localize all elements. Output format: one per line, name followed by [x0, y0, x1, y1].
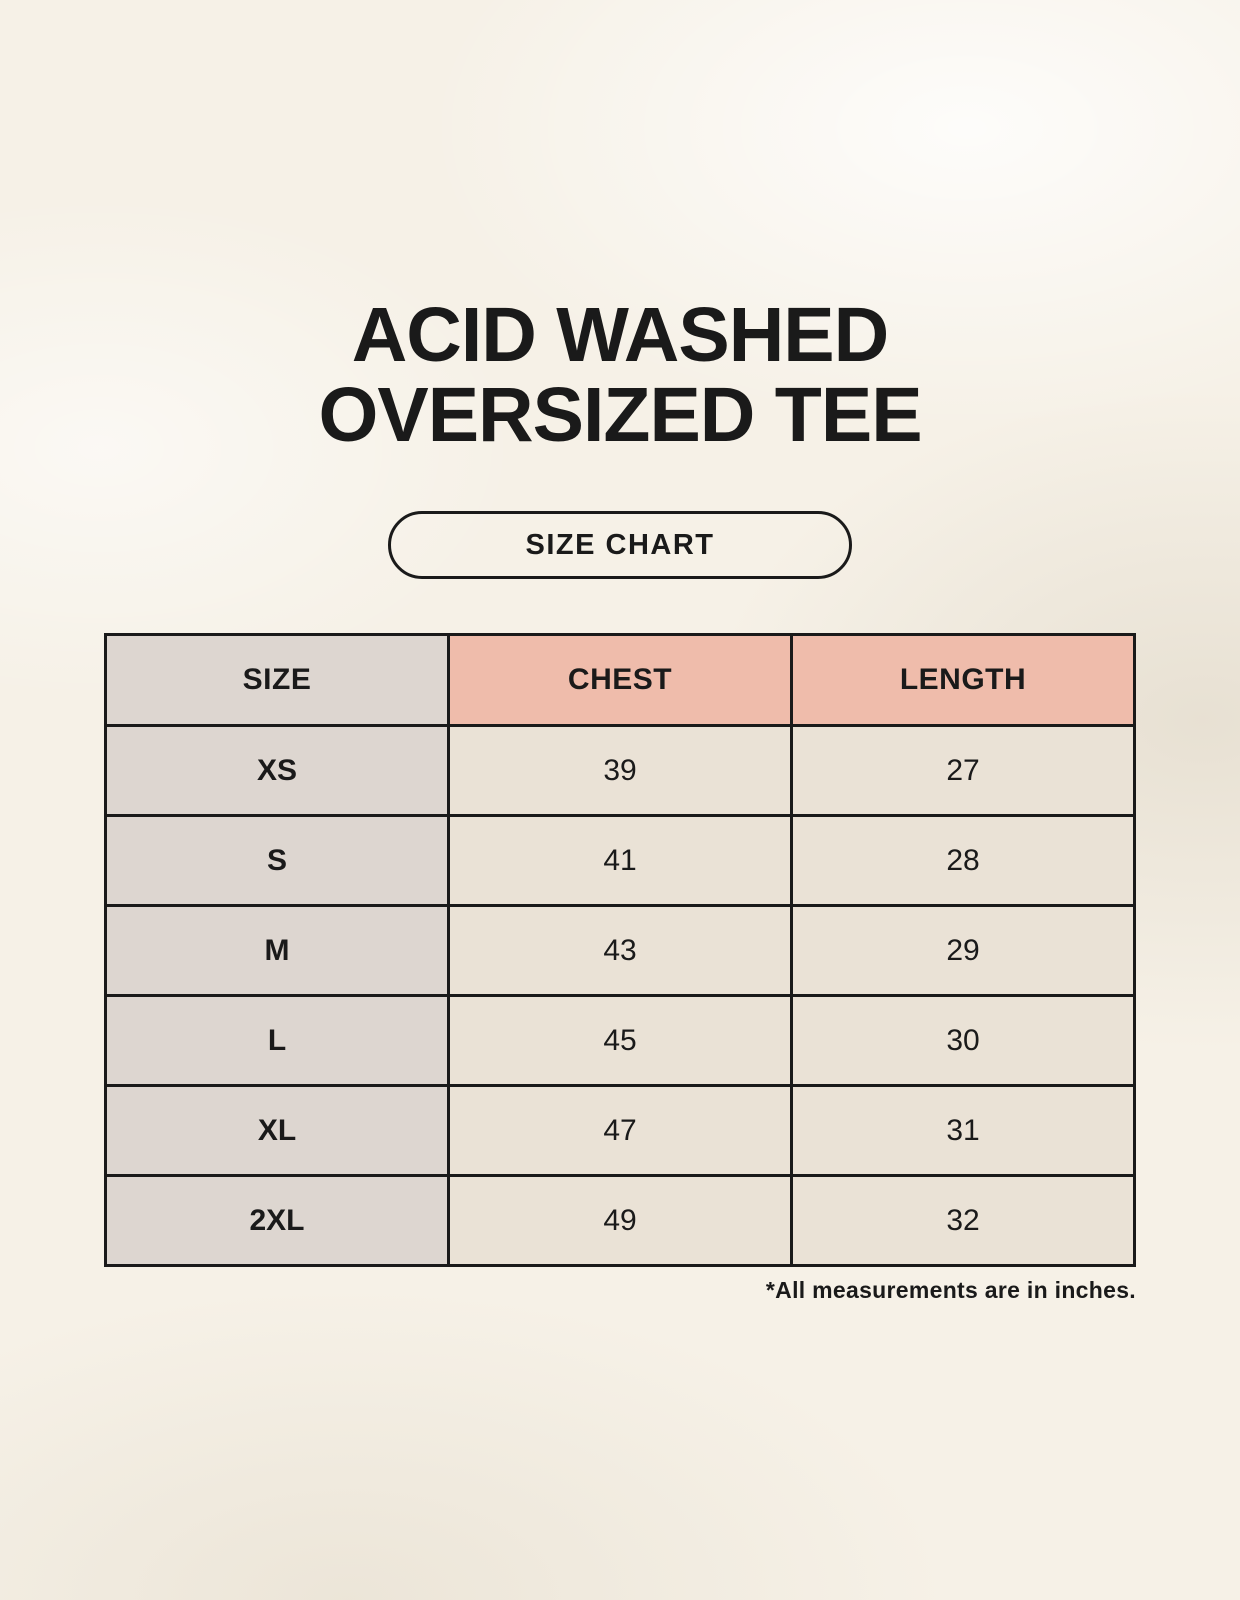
- size-chart-badge: SIZE CHART: [388, 511, 852, 580]
- length-cell: 27: [790, 724, 1136, 818]
- chest-cell: 49: [447, 1174, 793, 1268]
- length-cell: 32: [790, 1174, 1136, 1268]
- chest-cell: 47: [447, 1084, 793, 1178]
- badge-container: SIZE CHART: [0, 511, 1240, 580]
- header-length: LENGTH: [790, 633, 1136, 728]
- size-chart-page: ACID WASHED OVERSIZED TEE SIZE CHART SIZ…: [0, 0, 1240, 1304]
- chest-cell: 41: [447, 814, 793, 908]
- length-cell: 31: [790, 1084, 1136, 1178]
- page-title: ACID WASHED OVERSIZED TEE: [0, 0, 1240, 455]
- chest-cell: 45: [447, 994, 793, 1088]
- size-cell: M: [104, 904, 450, 998]
- measurement-note: *All measurements are in inches.: [765, 1277, 1136, 1304]
- header-chest: CHEST: [447, 633, 793, 728]
- size-cell: 2XL: [104, 1174, 450, 1268]
- title-line-2: OVERSIZED TEE: [318, 372, 922, 459]
- title-line-1: ACID WASHED: [351, 292, 890, 378]
- length-cell: 29: [790, 904, 1136, 998]
- chest-cell: 43: [447, 904, 793, 998]
- size-cell: L: [104, 994, 450, 1088]
- length-cell: 30: [790, 994, 1136, 1088]
- table-row: M 43 29: [104, 904, 1136, 998]
- size-table: SIZE CHEST LENGTH XS 39 27 S 41 28 M 43 …: [104, 633, 1136, 1268]
- table-row: XL 47 31: [104, 1084, 1136, 1178]
- size-cell: XL: [104, 1084, 450, 1178]
- length-cell: 28: [790, 814, 1136, 908]
- table-header-row: SIZE CHEST LENGTH: [104, 633, 1136, 728]
- chest-cell: 39: [447, 724, 793, 818]
- table-row: S 41 28: [104, 814, 1136, 908]
- size-cell: S: [104, 814, 450, 908]
- table-row: 2XL 49 32: [104, 1174, 1136, 1268]
- size-cell: XS: [104, 724, 450, 818]
- table-row: L 45 30: [104, 994, 1136, 1088]
- table-row: XS 39 27: [104, 724, 1136, 818]
- header-size: SIZE: [104, 633, 450, 728]
